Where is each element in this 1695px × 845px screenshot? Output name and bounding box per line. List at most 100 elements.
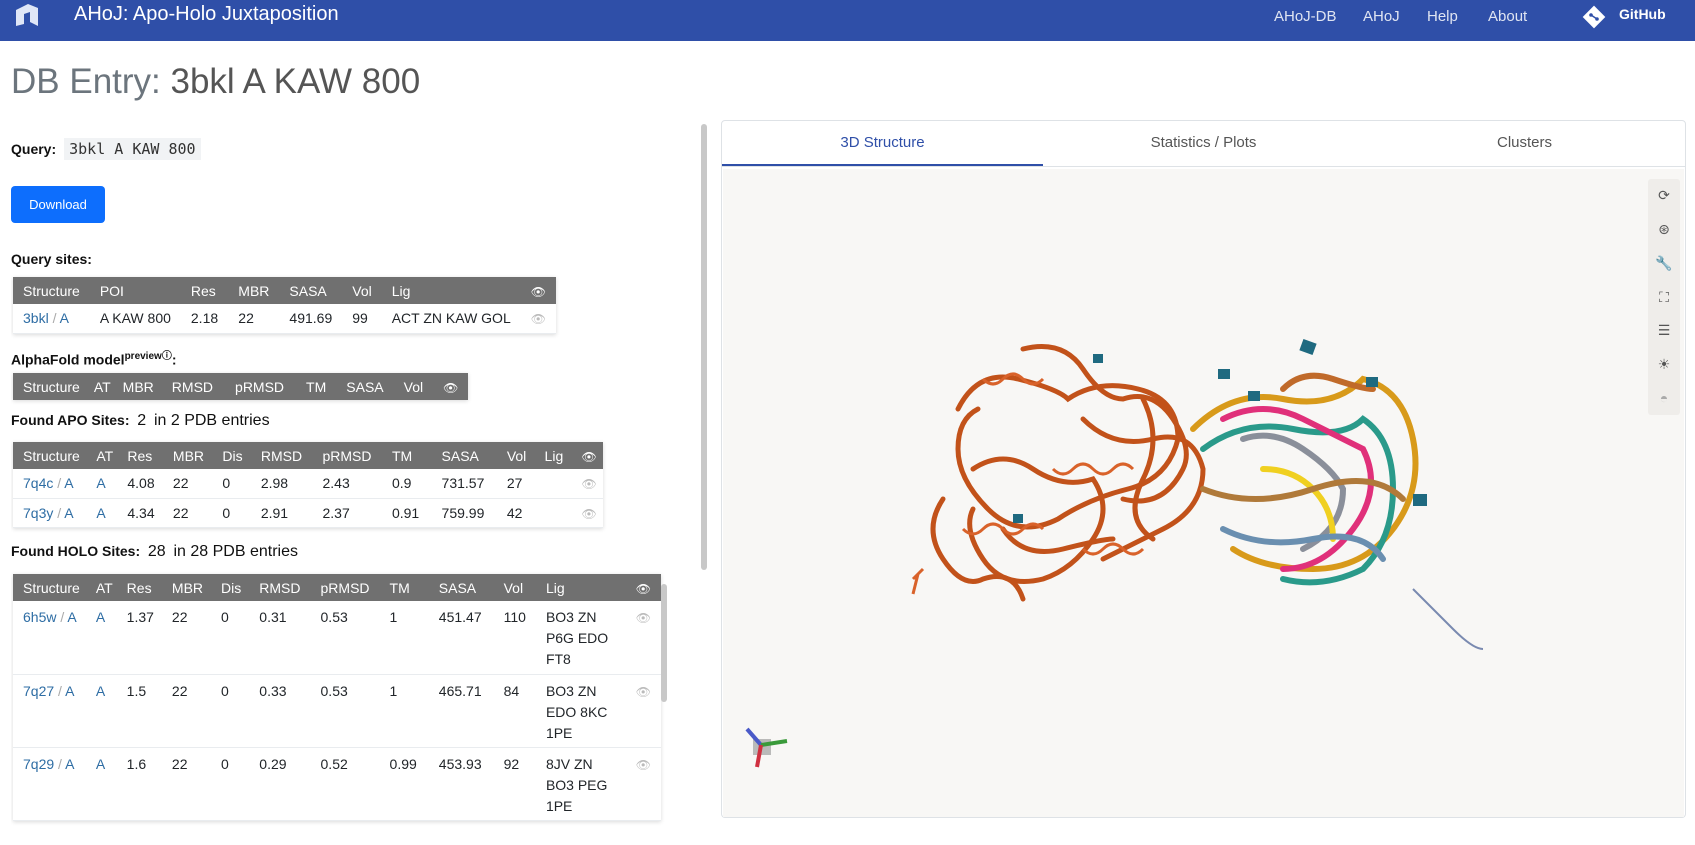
brand-title[interactable]: AHoJ: Apo-Holo Juxtaposition	[74, 3, 339, 25]
col-at[interactable]: AT	[89, 574, 119, 601]
molecule-viewer-canvas[interactable]: ⟳ ⊛ 🔧 ⛶ ☰ ☀ ◓	[723, 169, 1684, 817]
col-sasa[interactable]: SASA	[426, 574, 494, 601]
eye-header-icon[interactable]: 👁	[625, 574, 661, 601]
at-link[interactable]: A	[95, 755, 106, 772]
col-res[interactable]: Res	[180, 277, 229, 304]
tab-clusters[interactable]: Clusters	[1496, 134, 1552, 151]
eye-icon[interactable]: 👁	[581, 506, 597, 521]
ahoj-logo-icon[interactable]	[12, 2, 42, 28]
col-tm[interactable]: TM	[381, 442, 430, 469]
col-vol[interactable]: Vol	[493, 574, 536, 601]
table-row[interactable]: 7q27 / A A 1.5 22 0 0.33 0.53 1 465.71 84 BO3 ZN ED…	[13, 674, 661, 748]
col-lig[interactable]: Lig	[535, 574, 626, 601]
col-vol[interactable]: Vol	[342, 277, 382, 304]
table-row[interactable]: 7q3y / A A 4.34 22 0 2.91 2.37 0.91 759.…	[13, 498, 603, 528]
col-lig[interactable]: Lig	[536, 442, 576, 469]
col-prmsd[interactable]: pRMSD	[223, 373, 297, 400]
table-row[interactable]: 7q29 / A A 1.6 22 0 0.29 0.52 0.99 453.93 92 8JV Z…	[13, 747, 661, 821]
protein-structure-render[interactable]	[723, 169, 1684, 817]
col-structure[interactable]: Structure	[13, 574, 90, 601]
col-sasa[interactable]: SASA	[429, 442, 497, 469]
table-row[interactable]: 3bkl / A A KAW 800 2.18 22 491.69 99 ACT…	[13, 304, 556, 334]
col-tm[interactable]: TM	[296, 373, 337, 400]
results-panel[interactable]: Query: 3bkl A KAW 800 Download Query sit…	[11, 120, 701, 845]
lighting-icon[interactable]: ☀	[1657, 355, 1671, 372]
nav-link-ahoj[interactable]: AHoJ	[1363, 8, 1400, 25]
col-prmsd[interactable]: pRMSD	[310, 574, 380, 601]
col-sasa[interactable]: SASA	[279, 277, 343, 304]
col-res[interactable]: Res	[119, 442, 163, 469]
col-dis[interactable]: Dis	[214, 442, 251, 469]
alphafold-label: AlphaFold modelpreviewⓘ:	[11, 351, 177, 368]
nav-link-ahoj-db[interactable]: AHoJ-DB	[1274, 8, 1337, 25]
col-structure[interactable]: Structure	[13, 373, 90, 400]
cell-sasa: 491.69	[279, 304, 343, 334]
structure-link[interactable]: 7q27	[23, 682, 55, 699]
col-structure[interactable]: Structure	[13, 277, 90, 304]
holo-table-scrollbar[interactable]	[661, 584, 667, 702]
results-scrollbar[interactable]	[701, 124, 707, 570]
spin-icon[interactable]: ⊛	[1658, 221, 1670, 238]
chain-link[interactable]: A	[64, 475, 74, 492]
github-icon[interactable]	[1581, 4, 1607, 30]
structure-link[interactable]: 6h5w	[23, 609, 57, 625]
chain-link[interactable]: A	[64, 504, 74, 521]
col-rmsd[interactable]: RMSD	[249, 574, 311, 601]
col-lig[interactable]: Lig	[381, 277, 521, 304]
tab-statistics-plots[interactable]: Statistics / Plots	[1150, 134, 1257, 151]
structure-link[interactable]: 3bkl	[23, 310, 49, 327]
col-rmsd[interactable]: RMSD	[250, 442, 313, 469]
col-prmsd[interactable]: pRMSD	[312, 442, 382, 469]
col-res[interactable]: Res	[118, 574, 162, 601]
nav-link-about[interactable]: About	[1488, 8, 1528, 25]
fullscreen-icon[interactable]: ⛶	[1659, 288, 1669, 305]
col-dis[interactable]: Dis	[213, 574, 250, 601]
nav-link-help[interactable]: Help	[1427, 8, 1458, 25]
at-link[interactable]: A	[95, 609, 106, 625]
eye-icon[interactable]: 👁	[635, 757, 651, 772]
github-link[interactable]: GitHub	[1619, 6, 1666, 22]
eye-icon[interactable]: 👁	[635, 611, 651, 625]
col-vol[interactable]: Vol	[496, 442, 537, 469]
col-poi[interactable]: POI	[89, 277, 181, 304]
info-icon[interactable]: ⓘ	[161, 351, 172, 362]
col-rmsd[interactable]: RMSD	[161, 373, 224, 400]
structure-link[interactable]: 7q29	[23, 755, 55, 772]
at-link[interactable]: A	[96, 475, 106, 492]
eye-header-icon[interactable]: 👁	[433, 373, 469, 400]
settings-sliders-icon[interactable]: ☰	[1657, 322, 1671, 339]
col-sasa[interactable]: SASA	[336, 373, 394, 400]
table-row[interactable]: 7q4c / A A 4.08 22 0 2.98 2.43 0.9 731.5…	[13, 469, 603, 499]
col-at[interactable]: AT	[89, 373, 115, 400]
page-title: DB Entry: 3bkl A KAW 800	[11, 62, 420, 102]
chain-link[interactable]: A	[67, 609, 77, 625]
eye-icon[interactable]: 👁	[635, 684, 651, 699]
eye-header-icon[interactable]: 👁	[575, 442, 603, 469]
reset-camera-icon[interactable]: ⟳	[1658, 187, 1670, 204]
chain-link[interactable]: A	[65, 682, 75, 699]
ligand-line: P6G EDO	[545, 630, 609, 646]
eye-header-icon[interactable]: 👁	[520, 277, 556, 304]
cell-res: 1.37	[118, 601, 162, 675]
table-row[interactable]: 6h5w / A A 1.37 22 0 0.31 0.53 1 451.47 110 BO3 ZN…	[13, 601, 661, 675]
at-link[interactable]: A	[96, 504, 106, 521]
col-mbr[interactable]: MBR	[161, 574, 214, 601]
col-mbr[interactable]: MBR	[114, 373, 162, 400]
chain-link[interactable]: A	[65, 755, 75, 772]
download-button[interactable]: Download	[11, 186, 105, 223]
col-vol[interactable]: Vol	[393, 373, 434, 400]
eye-icon[interactable]: 👁	[530, 312, 546, 327]
structure-link[interactable]: 7q4c	[23, 475, 54, 492]
structure-link[interactable]: 7q3y	[23, 504, 54, 521]
col-mbr[interactable]: MBR	[162, 442, 215, 469]
at-link[interactable]: A	[95, 682, 106, 699]
tab-3d-structure[interactable]: 3D Structure	[722, 121, 1043, 166]
chain-link[interactable]: A	[59, 310, 69, 327]
vr-headset-icon[interactable]: ◓	[1659, 390, 1669, 407]
col-tm[interactable]: TM	[379, 574, 427, 601]
wrench-icon[interactable]: 🔧	[1655, 254, 1673, 271]
eye-icon[interactable]: 👁	[581, 477, 597, 492]
col-at[interactable]: AT	[90, 442, 120, 469]
col-mbr[interactable]: MBR	[228, 277, 280, 304]
col-structure[interactable]: Structure	[13, 442, 91, 469]
